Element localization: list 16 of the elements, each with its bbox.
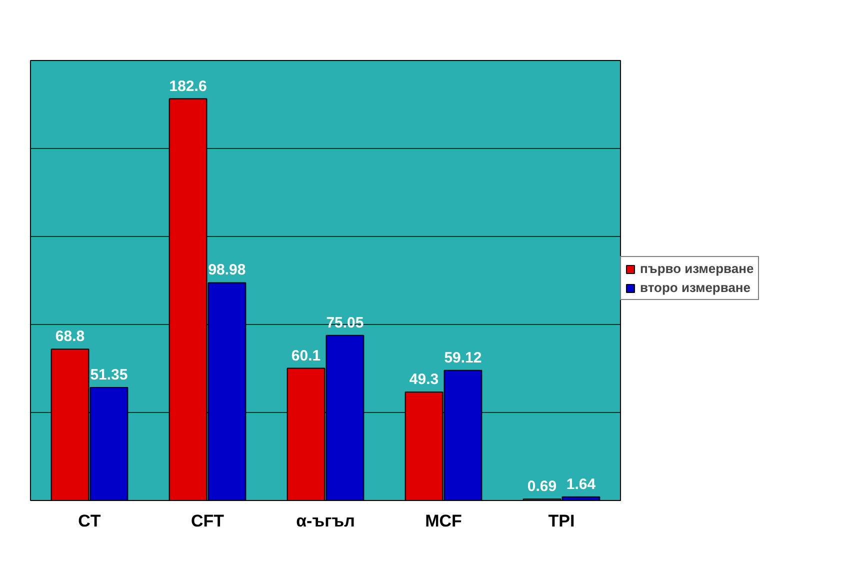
data-label: 49.3 bbox=[409, 371, 439, 388]
data-label: 59.12 bbox=[444, 349, 482, 366]
x-tick-label: MCF bbox=[425, 512, 462, 530]
legend-label: второ измерване bbox=[640, 280, 750, 295]
data-label: 98.98 bbox=[208, 262, 246, 279]
data-label: 182.6 bbox=[169, 78, 207, 95]
data-label: 51.35 bbox=[90, 366, 128, 384]
data-label: 60.1 bbox=[291, 347, 321, 364]
x-tick-label: α-ъгъл bbox=[296, 512, 355, 530]
x-tick-label: CT bbox=[78, 512, 102, 530]
data-label: 0.69 bbox=[527, 478, 557, 495]
x-tick-label: TPI bbox=[548, 512, 575, 530]
data-label: 1.64 bbox=[566, 476, 596, 493]
legend-label: първо измерване bbox=[640, 261, 754, 276]
x-tick-label: CFT bbox=[190, 512, 225, 530]
data-label: 68.8 bbox=[55, 328, 85, 346]
